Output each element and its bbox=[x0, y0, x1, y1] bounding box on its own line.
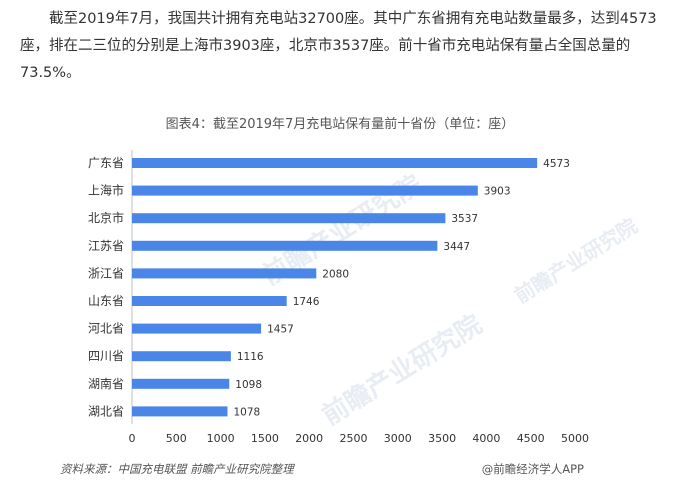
data-label-8: 1098 bbox=[235, 379, 262, 391]
bar-2 bbox=[132, 213, 446, 224]
data-label-2: 3537 bbox=[451, 213, 478, 225]
bar-4 bbox=[132, 268, 317, 279]
data-label-7: 1116 bbox=[237, 351, 264, 363]
source-note: 资料来源：中国充电联盟 前瞻产业研究院整理 bbox=[60, 462, 294, 476]
x-tick-label-1: 500 bbox=[166, 432, 187, 445]
bar-1 bbox=[132, 185, 478, 196]
chart-title: 图表4：截至2019年7月充电站保有量前十省份（单位：座） bbox=[165, 117, 515, 132]
category-label-2: 北京市 bbox=[88, 210, 124, 225]
data-label-5: 1746 bbox=[293, 296, 320, 308]
category-label-1: 上海市 bbox=[88, 183, 124, 198]
brand-credit: @前瞻经济学人APP bbox=[481, 462, 584, 476]
category-label-5: 山东省 bbox=[88, 294, 124, 308]
category-label-4: 浙江省 bbox=[88, 266, 124, 280]
bar-5 bbox=[132, 296, 287, 306]
category-label-8: 湖南省 bbox=[88, 376, 124, 391]
data-label-0: 4573 bbox=[543, 158, 570, 170]
x-tick-label-9: 4500 bbox=[517, 432, 545, 445]
x-tick-label-6: 3000 bbox=[384, 432, 412, 445]
x-tick-label-5: 2500 bbox=[340, 432, 368, 445]
bar-9 bbox=[132, 406, 228, 417]
x-tick-label-3: 1500 bbox=[251, 432, 279, 445]
bar-7 bbox=[132, 351, 231, 362]
data-label-6: 1457 bbox=[267, 324, 294, 336]
category-label-7: 四川省 bbox=[88, 349, 124, 363]
data-label-4: 2080 bbox=[322, 268, 349, 280]
data-label-3: 3447 bbox=[443, 241, 470, 253]
category-label-6: 河北省 bbox=[88, 322, 124, 336]
x-tick-label-4: 2000 bbox=[295, 432, 323, 445]
category-label-3: 江苏省 bbox=[88, 239, 124, 253]
data-label-1: 3903 bbox=[484, 186, 511, 198]
bar-6 bbox=[132, 323, 262, 334]
x-tick-label-7: 3500 bbox=[428, 432, 456, 445]
bar-3 bbox=[132, 240, 438, 251]
x-tick-label-8: 4000 bbox=[472, 432, 500, 445]
x-tick-label-2: 1000 bbox=[207, 432, 235, 445]
x-tick-label-0: 0 bbox=[129, 432, 136, 445]
x-tick-label-10: 5000 bbox=[561, 432, 589, 445]
bar-8 bbox=[132, 378, 230, 389]
intro-paragraph: 截至2019年7月，我国共计拥有充电站32700座。其中广东省拥有充电站数量最多… bbox=[20, 11, 657, 81]
bar-0 bbox=[132, 158, 538, 168]
data-label-9: 1078 bbox=[234, 406, 261, 418]
category-label-0: 广东省 bbox=[88, 156, 124, 170]
category-label-9: 湖北省 bbox=[88, 403, 124, 418]
